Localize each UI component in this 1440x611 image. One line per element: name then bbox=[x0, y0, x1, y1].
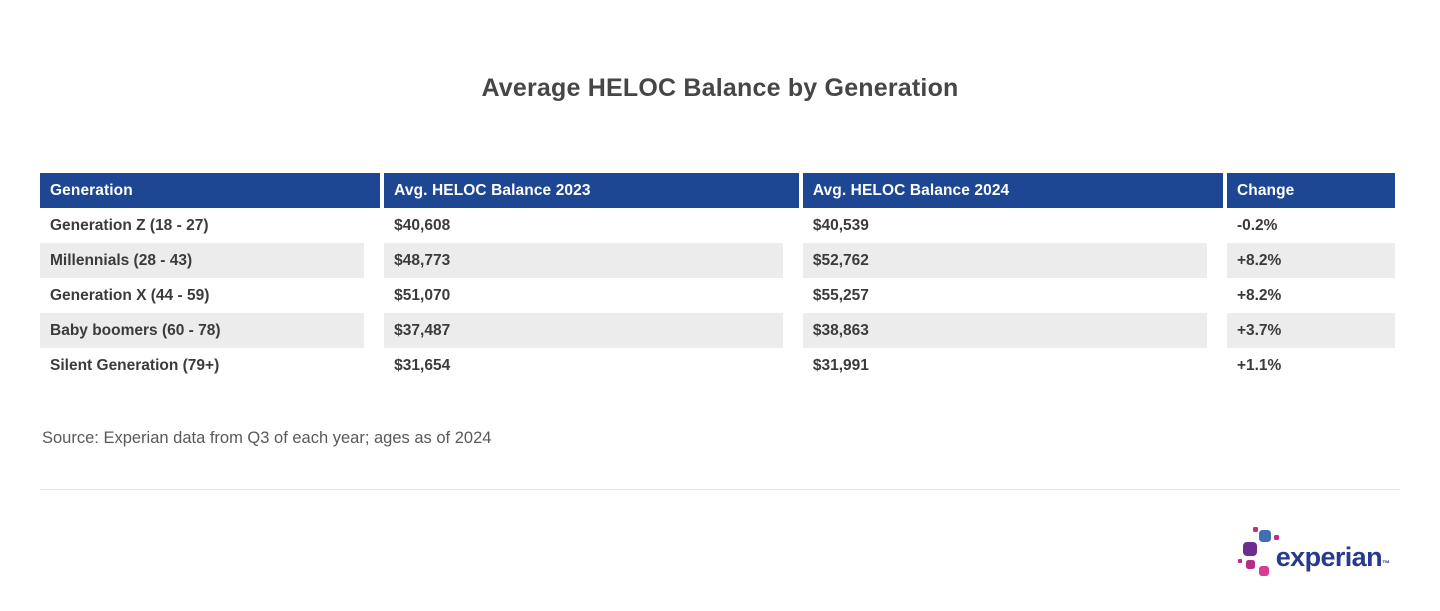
heloc-balance-table: Generation Avg. HELOC Balance 2023 Avg. … bbox=[40, 173, 1395, 383]
cell-generation: Millennials (28 - 43) bbox=[40, 243, 385, 278]
logo-square-magenta-top-icon bbox=[1252, 527, 1258, 532]
trademark-symbol: ™ bbox=[1382, 559, 1390, 568]
cell-change: +1.1% bbox=[1226, 348, 1395, 383]
cell-balance-2024: $40,539 bbox=[802, 208, 1227, 243]
column-header-balance-2024: Avg. HELOC Balance 2024 bbox=[802, 173, 1227, 208]
cell-generation: Generation X (44 - 59) bbox=[40, 278, 385, 313]
logo-dot-magenta-right-icon bbox=[1273, 535, 1279, 540]
cell-balance-2023: $48,773 bbox=[384, 243, 803, 278]
experian-logo-mark-icon bbox=[1237, 526, 1279, 578]
logo-dot-magenta-left-icon bbox=[1237, 559, 1242, 563]
experian-wordmark-text: experian bbox=[1275, 542, 1383, 572]
cell-generation: Generation Z (18 - 27) bbox=[40, 208, 385, 243]
cell-balance-2023: $51,070 bbox=[384, 278, 803, 313]
experian-wordmark: experian™ bbox=[1276, 542, 1390, 573]
cell-balance-2023: $31,654 bbox=[384, 348, 803, 383]
logo-square-blue-icon bbox=[1258, 530, 1271, 542]
table-header-row: Generation Avg. HELOC Balance 2023 Avg. … bbox=[40, 173, 1395, 208]
page-title: Average HELOC Balance by Generation bbox=[481, 74, 959, 102]
cell-change: +3.7% bbox=[1226, 313, 1395, 348]
source-note: Source: Experian data from Q3 of each ye… bbox=[42, 429, 492, 447]
cell-generation: Baby boomers (60 - 78) bbox=[40, 313, 385, 348]
logo-square-purple-icon bbox=[1242, 542, 1257, 556]
experian-logo: experian™ bbox=[1237, 526, 1390, 578]
column-header-change: Change bbox=[1226, 173, 1395, 208]
table-row: Millennials (28 - 43) $48,773 $52,762 +8… bbox=[40, 243, 1395, 278]
column-header-generation: Generation bbox=[40, 173, 385, 208]
cell-change: -0.2% bbox=[1226, 208, 1395, 243]
table-row: Baby boomers (60 - 78) $37,487 $38,863 +… bbox=[40, 313, 1395, 348]
cell-change: +8.2% bbox=[1226, 278, 1395, 313]
cell-balance-2024: $52,762 bbox=[802, 243, 1227, 278]
cell-change: +8.2% bbox=[1226, 243, 1395, 278]
footer-divider bbox=[40, 489, 1400, 490]
cell-balance-2024: $38,863 bbox=[802, 313, 1227, 348]
column-header-balance-2023: Avg. HELOC Balance 2023 bbox=[384, 173, 803, 208]
table-row: Silent Generation (79+) $31,654 $31,991 … bbox=[40, 348, 1395, 383]
cell-balance-2024: $55,257 bbox=[802, 278, 1227, 313]
cell-balance-2023: $37,487 bbox=[384, 313, 803, 348]
cell-balance-2023: $40,608 bbox=[384, 208, 803, 243]
cell-generation: Silent Generation (79+) bbox=[40, 348, 385, 383]
logo-square-magenta-icon bbox=[1245, 560, 1255, 569]
data-table: Generation Avg. HELOC Balance 2023 Avg. … bbox=[40, 173, 1395, 383]
cell-balance-2024: $31,991 bbox=[802, 348, 1227, 383]
table-row: Generation Z (18 - 27) $40,608 $40,539 -… bbox=[40, 208, 1395, 243]
table-row: Generation X (44 - 59) $51,070 $55,257 +… bbox=[40, 278, 1395, 313]
logo-square-pink-icon bbox=[1258, 566, 1269, 576]
